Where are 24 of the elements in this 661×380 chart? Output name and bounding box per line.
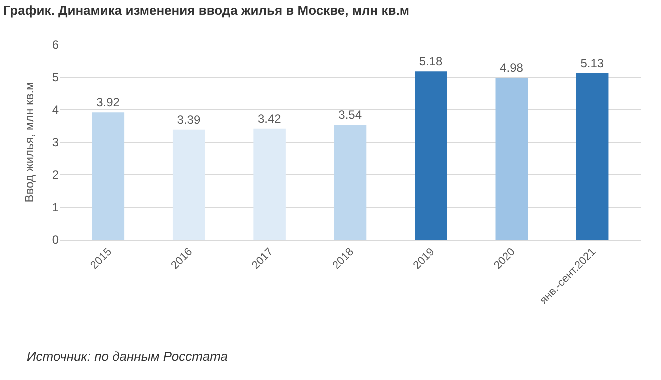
bar <box>415 72 448 240</box>
text: Источник: по данным Росстата <box>27 349 228 364</box>
bar <box>496 78 528 240</box>
y-tick-label: 5 <box>52 70 60 85</box>
bar <box>92 112 125 240</box>
bar <box>576 73 609 240</box>
data-label: 4.98 <box>500 61 524 76</box>
data-label: 3.39 <box>177 112 201 127</box>
bar <box>334 124 367 240</box>
y-axis-title: Ввод жилья, млн кв.м <box>22 82 37 203</box>
bar <box>172 130 206 240</box>
data-label: 5.18 <box>419 54 444 69</box>
y-tick-label: 6 <box>52 38 60 52</box>
data-label: 3.54 <box>338 108 362 122</box>
y-tick-label: 0 <box>52 233 60 248</box>
y-tick-label: 1 <box>52 200 60 215</box>
data-label: 3.92 <box>96 96 120 110</box>
chart-title: График. Динамика изменения ввода жилья в Москве, млн кв.м <box>3 2 410 18</box>
y-tick-label: 4 <box>52 103 60 118</box>
y-tick-label: 2 <box>52 168 60 182</box>
data-label: 5.13 <box>580 56 604 70</box>
y-tick-label: 3 <box>52 136 60 150</box>
bar <box>254 128 286 240</box>
data-label: 3.42 <box>258 112 282 126</box>
